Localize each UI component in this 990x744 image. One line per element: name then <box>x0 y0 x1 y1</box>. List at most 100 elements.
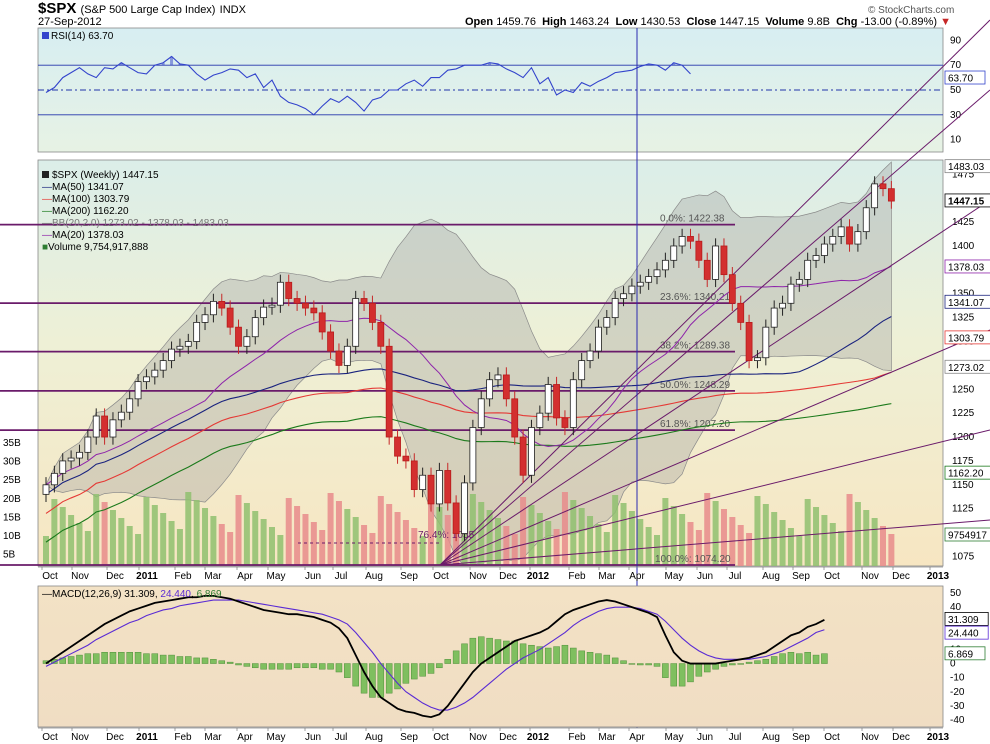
volume-bar <box>185 492 192 566</box>
candle-body <box>385 345 393 438</box>
bollinger-band <box>45 161 892 566</box>
ma200-line <box>45 403 892 543</box>
macd-histogram-bar <box>201 657 209 664</box>
volume-bar <box>126 526 133 566</box>
macd-histogram-bar <box>427 663 435 674</box>
volume-bar <box>193 500 200 566</box>
macd-histogram-bar <box>185 656 192 664</box>
candle-body <box>435 470 443 505</box>
candle-body <box>285 281 293 299</box>
macd-histogram-bar <box>678 663 686 687</box>
candle-body <box>879 183 887 190</box>
macd-histogram-bar <box>151 653 159 664</box>
ma50-line <box>45 316 892 495</box>
macd-histogram-bar <box>628 663 636 665</box>
macd-histogram-bar <box>519 643 527 664</box>
macd-histogram-bar <box>670 663 677 687</box>
volume-bar <box>285 498 292 566</box>
volume-bar <box>335 501 342 566</box>
candle-body <box>812 255 820 261</box>
price-y-tick-1250: 1250 <box>952 384 975 395</box>
price-title: $SPX (Weekly) 1447.15 <box>52 170 159 181</box>
volume-bar <box>737 525 744 566</box>
rsi-y-tick-90: 90 <box>950 35 962 46</box>
macd-histogram-bar <box>737 663 744 665</box>
volume-bar <box>361 525 368 566</box>
candle-body <box>528 427 535 476</box>
macd-histogram-bar <box>235 663 242 666</box>
x-tick-Oct: Oct <box>42 732 58 743</box>
volume-bar <box>260 519 267 566</box>
macd-histogram-bar <box>436 663 443 669</box>
volume-bar <box>494 518 501 566</box>
candle-body <box>519 436 527 476</box>
close-value: 1447.15 <box>719 16 760 28</box>
volume-bar <box>695 530 702 566</box>
macd-line <box>45 594 825 719</box>
macd-histogram-bar <box>561 644 569 664</box>
volume-bar <box>670 506 677 566</box>
exchange: INDX <box>219 4 246 16</box>
candle-body <box>678 236 686 247</box>
bb-lower-tag-box <box>944 359 990 374</box>
watermark: © StockCharts.com <box>868 5 955 16</box>
price-x-axis: Oct Nov Dec 2011 Feb Mar Apr May Jun Jul Aug Sep Oct… <box>38 566 950 582</box>
macd-y-tick--20: -20 <box>950 687 965 698</box>
candle-body <box>159 360 167 371</box>
candle-body <box>578 360 586 381</box>
down-triangle-icon: ▼ <box>940 16 951 28</box>
macd-histogram-bar <box>419 663 426 677</box>
x-tick-2013: 2013 <box>927 571 950 582</box>
macd-histogram-bar <box>503 640 510 664</box>
candle-body <box>586 350 594 362</box>
volume-bar <box>637 519 644 566</box>
candle-body <box>335 350 343 366</box>
candle-body <box>67 457 75 462</box>
rsi-legend-icon <box>42 32 49 39</box>
candle-body <box>854 231 862 245</box>
x-tick-Apr: Apr <box>237 571 253 582</box>
signal-value-tag: 24.440 <box>948 629 979 640</box>
volume-bar <box>804 499 811 566</box>
macd-histogram-bar <box>620 660 627 664</box>
open-label: Open <box>465 16 494 28</box>
volume-bar <box>553 529 560 566</box>
macd-histogram-bar <box>51 659 58 664</box>
volume-bar <box>846 494 853 566</box>
candle-body <box>754 357 761 362</box>
volume-bar <box>578 508 585 566</box>
price-legend: $SPX (Weekly) 1447.15 —MA(50) 1341.07 —M… <box>42 170 229 254</box>
macd-histogram-bar <box>67 656 75 664</box>
macd-histogram-bar <box>544 647 552 664</box>
macd-value-tag-box <box>944 612 989 626</box>
volume-tick-5B: 5B <box>3 550 16 561</box>
x-tick-Mar: Mar <box>204 732 222 743</box>
macd-histogram-bar <box>344 663 351 678</box>
volume-bar <box>151 505 158 566</box>
volume-bar <box>68 515 75 566</box>
candle-body <box>444 470 452 504</box>
price-y-tick-1350: 1350 <box>952 289 975 300</box>
macd-histogram-bar <box>268 663 276 670</box>
candle-body <box>871 183 879 209</box>
macd-histogram-bar <box>754 660 761 664</box>
volume-bar <box>536 513 543 566</box>
x-tick-Aug: Aug <box>762 571 780 582</box>
candle-body <box>201 314 209 323</box>
macd-histogram-bar <box>327 663 334 670</box>
candle-body <box>410 460 418 490</box>
volume-tick-25B: 25B <box>3 475 21 486</box>
candle-body <box>176 345 184 350</box>
candle-body <box>218 300 226 309</box>
fib-label-2: 38.2%: 1289.38 <box>660 341 730 352</box>
macd-histogram-bar <box>101 652 108 664</box>
volume-bar <box>310 522 317 566</box>
macd-histogram-bar <box>452 650 460 664</box>
ma20-line <box>45 265 892 486</box>
volume-bar <box>411 528 418 566</box>
candle-body <box>737 302 745 323</box>
macd-histogram-bar <box>369 663 376 698</box>
ma20-tag-box <box>944 259 990 274</box>
volume-bar <box>210 516 217 566</box>
chart-date: 27-Sep-2012 <box>38 16 102 28</box>
